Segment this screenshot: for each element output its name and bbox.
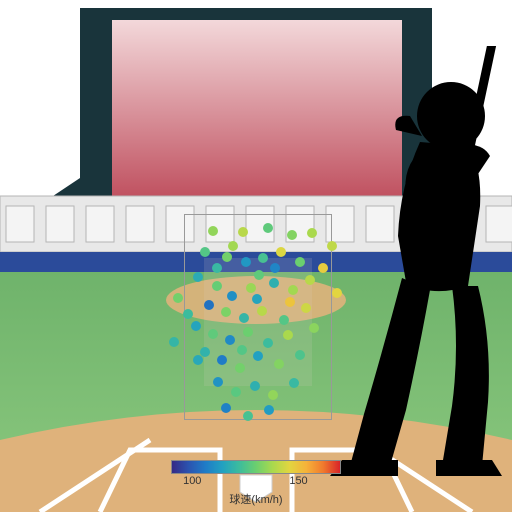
pitch-dot <box>289 378 299 388</box>
pitch-dot <box>217 355 227 365</box>
pitch-dot <box>263 338 273 348</box>
pitch-dot <box>225 335 235 345</box>
pitch-dot <box>263 223 273 233</box>
pitch-dot <box>269 278 279 288</box>
pitch-dot <box>285 297 295 307</box>
pitch-dot <box>231 387 241 397</box>
pitch-dot <box>241 257 251 267</box>
legend-ticks: 100 150 <box>171 474 341 490</box>
pitch-dot <box>268 390 278 400</box>
pitch-dot <box>274 359 284 369</box>
pitch-dot <box>208 329 218 339</box>
pitch-dot <box>183 309 193 319</box>
batter-svg <box>302 46 512 476</box>
pitch-dot <box>238 227 248 237</box>
pitch-dot <box>204 300 214 310</box>
pitch-dot <box>252 294 262 304</box>
pitch-dot <box>264 405 274 415</box>
pitch-dot <box>212 263 222 273</box>
pitch-dot <box>288 285 298 295</box>
pitch-dot <box>193 355 203 365</box>
pitch-dot <box>221 403 231 413</box>
pitch-dot <box>257 306 267 316</box>
pitch-dot <box>279 315 289 325</box>
pitch-dot <box>227 291 237 301</box>
legend-axis-label: 球速(km/h) <box>171 491 341 507</box>
legend-tick: 150 <box>289 475 307 487</box>
pitch-dot <box>283 330 293 340</box>
legend-tick: 100 <box>183 475 201 487</box>
velocity-legend: 100 150 球速(km/h) <box>171 460 341 507</box>
scene-root: 100 150 球速(km/h) <box>0 0 512 512</box>
pitch-dot <box>237 345 247 355</box>
pitch-dot <box>243 411 253 421</box>
pitch-dot <box>213 377 223 387</box>
pitch-dot <box>193 272 203 282</box>
pitch-dot <box>222 252 232 262</box>
pitch-dot <box>250 381 260 391</box>
pitch-dot <box>254 270 264 280</box>
pitch-dot <box>235 363 245 373</box>
pitch-dot <box>276 247 286 257</box>
pitch-dot <box>221 307 231 317</box>
pitch-dot <box>239 313 249 323</box>
pitch-dot <box>212 281 222 291</box>
pitch-dot <box>246 283 256 293</box>
pitch-dot <box>287 230 297 240</box>
legend-gradient-bar <box>171 460 341 474</box>
pitch-dot <box>200 247 210 257</box>
pitch-dot <box>169 337 179 347</box>
pitch-dot <box>253 351 263 361</box>
pitch-dot <box>191 321 201 331</box>
pitch-dot <box>243 327 253 337</box>
pitch-dot <box>228 241 238 251</box>
pitch-dot <box>208 226 218 236</box>
pitch-dot <box>270 263 280 273</box>
pitch-dot <box>258 253 268 263</box>
pitch-dot <box>173 293 183 303</box>
batter-silhouette <box>302 46 512 481</box>
